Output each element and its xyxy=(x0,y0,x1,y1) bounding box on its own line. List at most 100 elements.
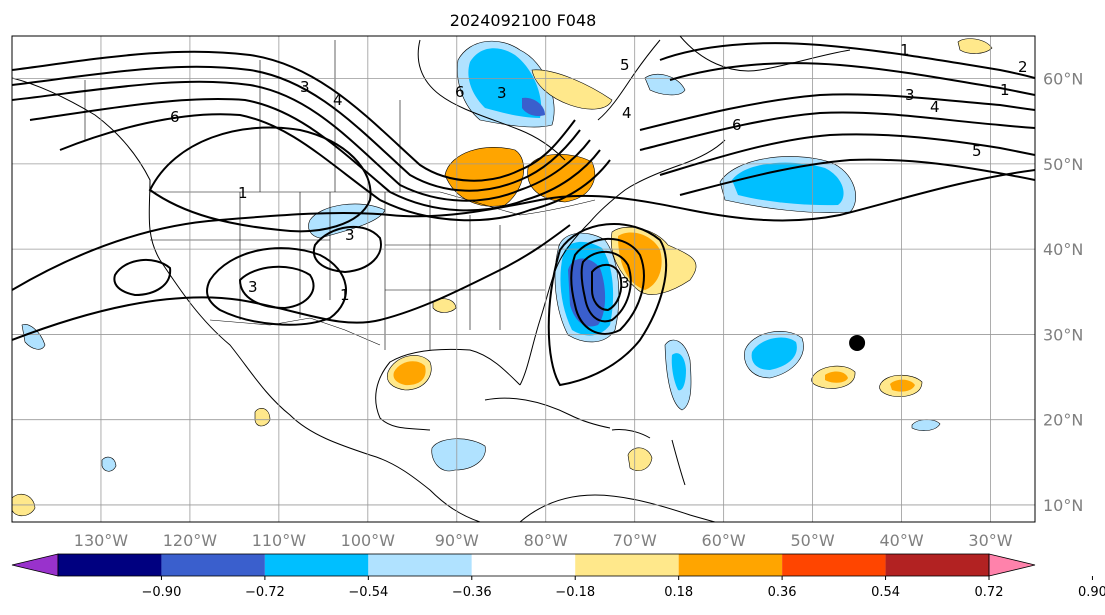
latitude-label: 50°N xyxy=(1043,155,1083,174)
map-area: 6 1 3 4 3 3 1 6 3 4 5 6 3 1 1 3 4 5 2 xyxy=(12,36,1035,522)
shading-orange-labrador xyxy=(531,69,613,110)
contour-east-low-3 xyxy=(591,263,623,312)
latitude-labels: 10°N 20°N 30°N 40°N 50°N 60°N xyxy=(1043,70,1083,515)
contour-east-low-1 xyxy=(570,237,645,335)
colorbar-tick-label: 0.90 xyxy=(1078,585,1105,600)
coastline-south-america xyxy=(519,494,716,522)
longitude-label: 100°W xyxy=(341,531,396,550)
colorbar-outline xyxy=(57,553,990,577)
gridlines xyxy=(12,36,1035,522)
contour-greenland-ridge xyxy=(659,42,1035,79)
colorbar-tick-label: 0.18 xyxy=(664,585,693,600)
colorbar-segment xyxy=(471,554,576,576)
contour-label: 1 xyxy=(238,184,248,202)
contour-label: 6 xyxy=(455,83,465,101)
contour-east-low-outer xyxy=(547,223,668,387)
contour-sw-low-1 xyxy=(206,247,347,326)
coastline-labrador xyxy=(597,39,661,121)
contour-pacific-low xyxy=(113,258,172,297)
longitude-labels: 130°W 120°W 110°W 100°W 90°W 80°W 70°W 60°W 50°W… xyxy=(74,531,1013,550)
contour-label: 3 xyxy=(497,84,507,102)
coastline-cuba xyxy=(484,397,611,429)
border-us-canada xyxy=(150,191,596,216)
contour-far-east-4 xyxy=(679,158,1035,196)
contour-label: 1 xyxy=(900,41,910,59)
contours xyxy=(12,42,1035,387)
colorbar-segment xyxy=(58,554,162,576)
shading-orange-gulf-core xyxy=(393,361,426,386)
colorbar-segment xyxy=(161,554,265,576)
colorbar-tick-label: −0.36 xyxy=(452,585,492,600)
contour-label: 5 xyxy=(620,56,630,74)
shading-blue-atlantic-north-core xyxy=(732,162,844,206)
coastline-east xyxy=(519,139,726,386)
contour-far-east-1 xyxy=(639,93,1035,131)
colorbar-tick-label: 0.72 xyxy=(975,585,1004,600)
latitude-label: 10°N xyxy=(1043,496,1083,515)
location-marker xyxy=(849,334,866,351)
longitude-label: 60°W xyxy=(702,531,746,550)
contour-ridge-3 xyxy=(12,80,591,202)
contour-wide-trough-2 xyxy=(12,224,571,341)
contour-west-low xyxy=(148,126,372,233)
map-title: 2024092100 F048 xyxy=(450,11,597,30)
contour-label: 4 xyxy=(930,98,940,116)
longitude-label: 30°W xyxy=(968,531,1012,550)
contour-sw-low-3 xyxy=(312,225,382,274)
shading-blue-pacific-coast xyxy=(21,324,46,350)
shading-blue-eastcoast-deep xyxy=(568,258,606,327)
colorbar-segment xyxy=(782,554,886,576)
longitude-label: 40°W xyxy=(879,531,923,550)
contour-label: 5 xyxy=(972,142,982,160)
shading-orange-east2-core xyxy=(890,379,915,392)
contour-label: 4 xyxy=(333,91,343,109)
shading-orange-east1-core xyxy=(825,371,848,383)
contour-label: 6 xyxy=(732,116,742,134)
contour-far-east-2 xyxy=(639,111,1035,151)
contour-label: 1 xyxy=(340,286,350,304)
latitude-label: 60°N xyxy=(1043,70,1083,89)
shading-orange-greenland xyxy=(957,38,993,54)
contour-greenland-ridge-2 xyxy=(669,62,1035,96)
map-frame xyxy=(11,35,1036,523)
colorbar-extend-low xyxy=(11,553,59,577)
contour-label: 6 xyxy=(170,108,180,126)
contour-east-low-2 xyxy=(580,250,632,323)
coastline-lesser-antilles xyxy=(671,439,686,486)
contour-ridge-2 xyxy=(12,65,581,192)
colorbar-segment xyxy=(264,554,369,576)
coastline-gulf xyxy=(375,348,521,431)
shading-blue-small-east xyxy=(911,419,941,431)
contour-label: 3 xyxy=(345,226,355,244)
colorbar xyxy=(11,553,1093,580)
colorbar-segment xyxy=(678,554,783,576)
longitude-label: 90°W xyxy=(435,531,479,550)
contour-sw-low-2 xyxy=(238,265,315,310)
colorbar-segment xyxy=(368,554,472,576)
latitude-label: 20°N xyxy=(1043,411,1083,430)
latitude-label: 40°N xyxy=(1043,240,1083,259)
shading-blue-hudson-deep xyxy=(522,97,545,117)
coastline-hudson xyxy=(417,39,566,161)
shading-blue-central-atlantic-core xyxy=(751,337,797,370)
longitude-label: 120°W xyxy=(163,531,218,550)
borders-canada xyxy=(84,40,401,192)
coastlines xyxy=(12,36,851,522)
colorbar-tick-label: −0.54 xyxy=(348,585,388,600)
colorbar-tick-label: 0.54 xyxy=(871,585,900,600)
contour-label: 3 xyxy=(905,86,915,104)
contour-label: 3 xyxy=(620,274,630,292)
colorbar-tick-label: −0.90 xyxy=(142,585,182,600)
longitude-label: 110°W xyxy=(252,531,307,550)
longitude-label: 50°W xyxy=(791,531,835,550)
contour-ridge-5 xyxy=(59,113,611,222)
colorbar-extend-high xyxy=(988,553,1036,577)
contour-label: 3 xyxy=(248,278,258,296)
contour-wide-trough xyxy=(12,169,1035,291)
coastline-hispaniola xyxy=(611,429,651,439)
contour-label: 2 xyxy=(1018,58,1028,76)
shading-blue-centralamerica xyxy=(431,438,486,472)
contour-far-east-3 xyxy=(659,133,1035,176)
border-us-mexico xyxy=(209,317,381,346)
